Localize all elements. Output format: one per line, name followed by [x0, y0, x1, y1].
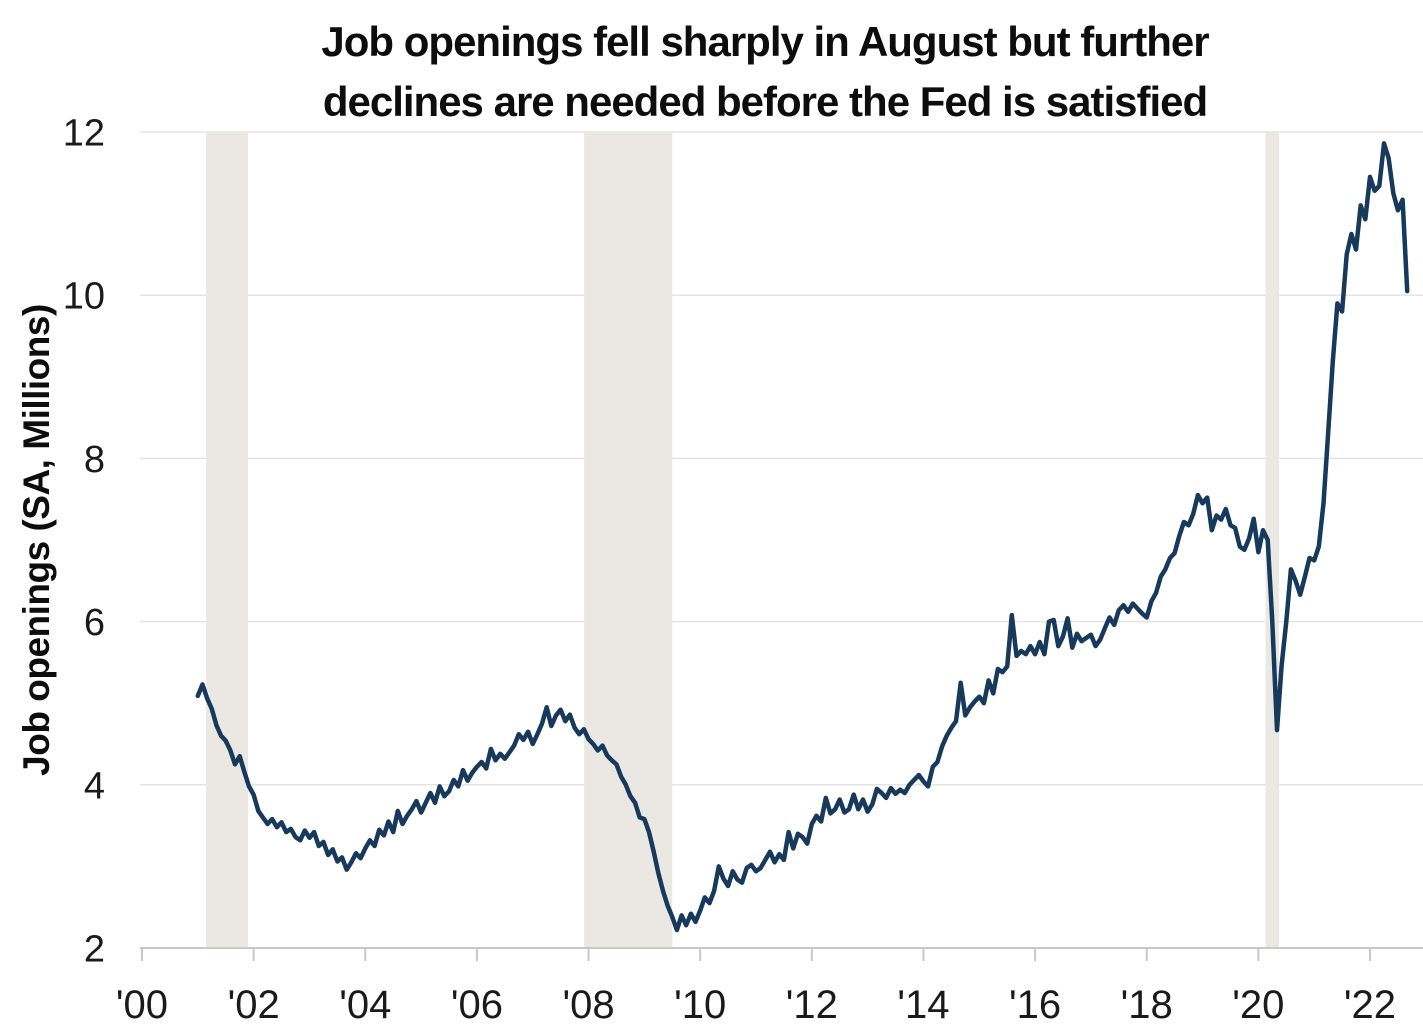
chart-title-line1: Job openings fell sharply in August but …	[321, 18, 1209, 65]
x-tick-label: '04	[339, 983, 391, 1027]
recession-band	[584, 132, 673, 948]
y-axis-title: Job openings (SA, Millions)	[16, 304, 57, 776]
recession-band	[1265, 132, 1280, 948]
recession-bands	[206, 132, 1280, 948]
x-tick-label: '14	[897, 983, 949, 1027]
x-axis	[140, 947, 1423, 961]
y-tick-label: 6	[84, 602, 105, 644]
y-tick-label: 8	[84, 439, 105, 481]
x-tick-label: '00	[116, 983, 168, 1027]
x-tick-label: '20	[1232, 983, 1284, 1027]
x-tick-label: '02	[228, 983, 280, 1027]
recession-band	[206, 132, 249, 948]
x-tick-label: '18	[1121, 983, 1173, 1027]
y-tick-label: 2	[84, 929, 105, 971]
chart-title: Job openings fell sharply in August but …	[100, 12, 1423, 132]
y-tick-label: 12	[63, 113, 105, 155]
chart-title-line2: declines are needed before the Fed is sa…	[322, 78, 1208, 125]
y-tick-label: 4	[84, 765, 105, 807]
tick-labels: 2 4 6 8 10 12 '00 '02 '04 '06 '08 '10 '12 '14 '16 '18 '2…	[63, 113, 1396, 1027]
x-tick-label: '16	[1009, 983, 1061, 1027]
gridlines	[140, 131, 1423, 786]
x-tick-label: '12	[786, 983, 838, 1027]
x-tick-label: '10	[674, 983, 726, 1027]
y-tick-label: 10	[63, 276, 105, 318]
x-tick-label: '22	[1344, 983, 1396, 1027]
job-openings-line	[195, 141, 1410, 933]
x-tick-label: '06	[451, 983, 503, 1027]
x-tick-label: '08	[562, 983, 614, 1027]
